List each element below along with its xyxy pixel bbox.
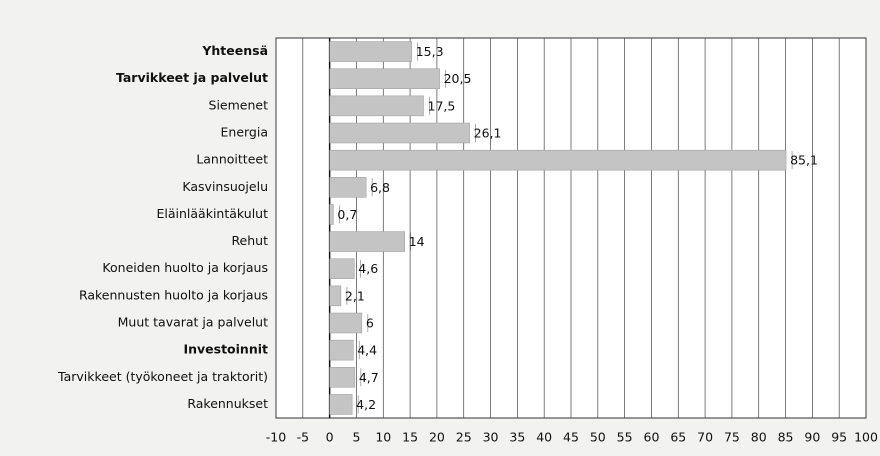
x-tick-label: -5 (297, 430, 309, 445)
bar (329, 339, 354, 361)
x-tick-label: 50 (590, 430, 606, 445)
x-tick-label: 0 (326, 430, 334, 445)
bar (329, 285, 342, 307)
x-tick-label: 10 (375, 430, 391, 445)
bar (329, 394, 353, 415)
x-tick-label: 85 (778, 430, 794, 445)
bar (329, 41, 412, 62)
y-tick-label: Muut tavarat ja palvelut (118, 315, 268, 330)
x-tick-label: 60 (644, 430, 660, 445)
y-tick-label: Rakennusten huolto ja korjaus (79, 287, 268, 302)
bar (329, 312, 363, 334)
x-tick-label: 30 (483, 430, 499, 445)
x-tick-label: 65 (670, 430, 686, 445)
value-label: 2,1 (345, 288, 365, 303)
x-tick-label: 20 (429, 430, 445, 445)
y-tick-label: Siemenet (209, 97, 269, 112)
bar (329, 258, 355, 279)
bar (329, 95, 424, 117)
value-label: 17,5 (428, 98, 456, 113)
bar (329, 122, 470, 144)
y-tick-label: Lannoitteet (196, 152, 268, 167)
bar (329, 149, 787, 171)
value-label: 4,2 (356, 397, 376, 412)
y-tick-label: Kasvinsuojelu (182, 179, 268, 194)
x-tick-label: 45 (563, 430, 579, 445)
x-tick-label: 90 (804, 430, 820, 445)
value-label: 14 (409, 234, 425, 249)
x-tick-label: 55 (617, 430, 633, 445)
x-tick-label: 40 (536, 430, 552, 445)
value-label: 6 (366, 316, 374, 331)
value-label: 85,1 (790, 153, 818, 168)
value-label: 20,5 (444, 71, 472, 86)
y-tick-label: Eläinlääkintäkulut (157, 206, 269, 221)
y-tick-label: Rehut (231, 233, 268, 248)
y-tick-label: Investoinnit (183, 342, 268, 357)
x-tick-label: 100 (854, 430, 878, 445)
x-tick-label: -10 (266, 430, 286, 445)
value-label: 4,4 (357, 343, 377, 358)
x-tick-label: 75 (724, 430, 740, 445)
value-label: 26,1 (474, 126, 502, 141)
y-tick-label: Energia (221, 125, 269, 140)
y-tick-label: Koneiden huolto ja korjaus (102, 260, 268, 275)
x-tick-label: 95 (831, 430, 847, 445)
x-tick-label: 70 (697, 430, 713, 445)
value-label: 4,6 (358, 261, 378, 276)
x-tick-label: 5 (352, 430, 360, 445)
y-tick-label: Rakennukset (187, 396, 268, 411)
x-tick-label: 25 (456, 430, 472, 445)
value-label: 4,7 (359, 370, 379, 385)
bar (329, 367, 356, 388)
bar (329, 177, 367, 198)
x-tick-label: 80 (751, 430, 767, 445)
value-label: 6,8 (370, 180, 390, 195)
bar (329, 68, 440, 89)
y-tick-label: Tarvikkeet ja palvelut (116, 70, 268, 85)
value-label: 15,3 (416, 44, 444, 59)
value-label: 0,7 (337, 207, 357, 222)
y-tick-label: Yhteensä (201, 43, 268, 58)
x-tick-label: 15 (402, 430, 418, 445)
bar (329, 231, 405, 252)
y-tick-label: Tarvikkeet (työkoneet ja traktorit) (57, 369, 268, 384)
x-tick-label: 35 (509, 430, 525, 445)
bar (329, 204, 334, 225)
